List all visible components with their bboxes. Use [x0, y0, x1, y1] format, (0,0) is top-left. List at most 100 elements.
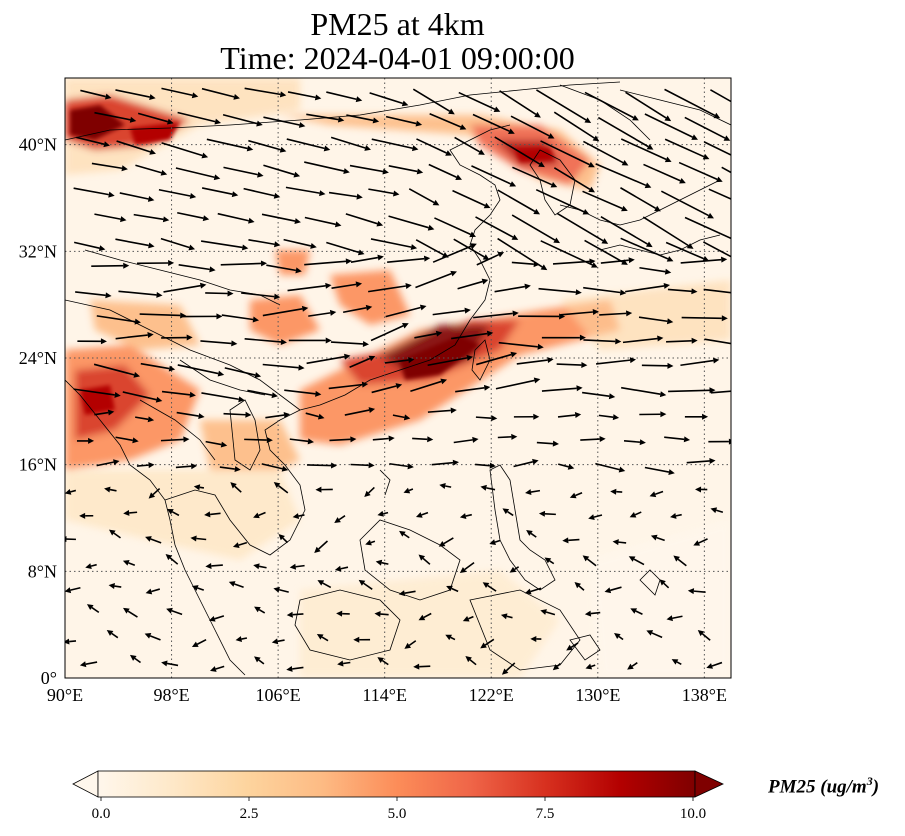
wind-vector [176, 411, 199, 417]
wind-vector [223, 412, 246, 416]
wind-vector-head [204, 511, 211, 518]
wind-vector [385, 306, 421, 318]
wind-vector [468, 615, 474, 620]
wind-vector-head [253, 563, 260, 570]
wind-vector-head [709, 387, 716, 394]
wind-vector-head [85, 563, 92, 570]
wind-vector-head [581, 362, 588, 369]
wind-vector [557, 414, 576, 418]
wind-vector-head [671, 659, 679, 665]
wind-vector [422, 557, 431, 565]
wind-vector-head [350, 436, 357, 443]
wind-vector [287, 285, 326, 292]
wind-vector-head [469, 231, 477, 238]
wind-vector [583, 339, 616, 343]
wind-vector-head [260, 260, 268, 267]
wind-vector [261, 213, 296, 222]
x-tick-label: 122°E [469, 685, 514, 705]
wind-vector [475, 216, 514, 238]
y-tick-label: 16°N [19, 455, 57, 475]
wind-vector-head [120, 216, 127, 223]
wind-vector [321, 636, 329, 642]
wind-vector-head [618, 466, 626, 473]
wind-vector [286, 138, 325, 150]
wind-vector-head [193, 484, 201, 491]
wind-vector-head [65, 638, 70, 645]
wind-vector-head [482, 254, 490, 260]
wind-vector [69, 640, 77, 643]
wind-vector-head [440, 378, 448, 385]
wind-vector-head [589, 258, 596, 265]
wind-vector-head [329, 309, 337, 316]
wind-vector [258, 608, 266, 614]
wind-vector [454, 136, 481, 153]
wind-vector [178, 264, 210, 271]
wind-vector [404, 590, 416, 595]
wind-vector-head [256, 120, 263, 127]
wind-vector-head [198, 413, 205, 420]
wind-vector-head [205, 562, 212, 569]
wind-vector [304, 216, 336, 226]
colorbar: 0.0 2.5 5.0 7.5 10.0 [72, 770, 724, 822]
wind-vector [244, 87, 281, 96]
wind-vector [350, 256, 379, 263]
wind-vector [388, 165, 418, 173]
wind-vector [558, 463, 569, 468]
wind-vector-head [121, 165, 128, 172]
wind-vector [96, 461, 114, 467]
wind-vector [115, 89, 150, 98]
colorbar-label: PM25 (ug/m3) [768, 774, 880, 798]
wind-vector-head [374, 611, 381, 618]
wind-vector [625, 285, 665, 293]
wind-vector [651, 632, 663, 639]
wind-vector-head [567, 463, 575, 470]
wind-vector [113, 532, 121, 539]
wind-vector [247, 389, 273, 396]
wind-vector-head [310, 243, 317, 249]
wind-vector-head [538, 161, 545, 168]
wind-vector [618, 635, 624, 641]
wind-vector-head [317, 413, 325, 420]
x-tick-label: 98°E [153, 685, 189, 705]
wind-vector [368, 285, 407, 293]
wind-vector [258, 565, 267, 569]
wind-vector [473, 312, 513, 319]
wind-vector [635, 610, 643, 615]
wind-vector-head [382, 168, 389, 175]
wind-vector [91, 162, 123, 170]
wind-vector [304, 161, 345, 172]
wind-vector-head [489, 462, 496, 469]
wind-vector-head [365, 304, 373, 311]
wind-vector [380, 613, 389, 616]
wind-vector [345, 213, 378, 225]
wind-vector [408, 488, 414, 492]
wind-vector [220, 262, 262, 266]
wind-vector [680, 258, 722, 264]
wind-vector-head [707, 212, 714, 219]
wind-vector [116, 140, 151, 153]
wind-vector [177, 211, 204, 219]
wind-vector [599, 312, 627, 316]
wind-vector [634, 511, 642, 516]
wind-vector-head [104, 93, 112, 100]
wind-vector [118, 290, 157, 296]
wind-vector-head [756, 185, 763, 191]
wind-vector [349, 357, 371, 368]
wind-vector-head [65, 489, 72, 495]
wind-vector [234, 583, 244, 589]
wind-vector-head [113, 459, 120, 466]
wind-vector-head [544, 557, 552, 564]
wind-vector-head [191, 641, 199, 647]
wind-vector [575, 492, 583, 497]
wind-vector [308, 312, 331, 317]
wind-vector-head [316, 633, 324, 640]
wind-vector-head [132, 437, 139, 444]
wind-vector-head [664, 115, 672, 122]
x-tick-label: 90°E [47, 685, 83, 705]
wind-vector [412, 437, 428, 441]
wind-vector-head [415, 120, 423, 127]
wind-vector [196, 537, 207, 541]
wind-vector [452, 189, 486, 207]
wind-vector [513, 461, 533, 468]
wind-vector-head [446, 585, 453, 592]
